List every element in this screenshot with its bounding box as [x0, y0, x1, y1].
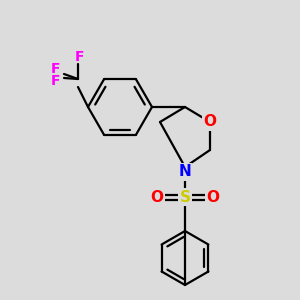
Text: F: F: [51, 74, 61, 88]
Text: S: S: [179, 190, 191, 205]
Text: F: F: [51, 62, 61, 76]
Text: O: O: [206, 190, 220, 205]
Text: O: O: [203, 115, 217, 130]
Text: F: F: [75, 50, 85, 64]
Text: N: N: [178, 164, 191, 179]
Text: O: O: [151, 190, 164, 205]
